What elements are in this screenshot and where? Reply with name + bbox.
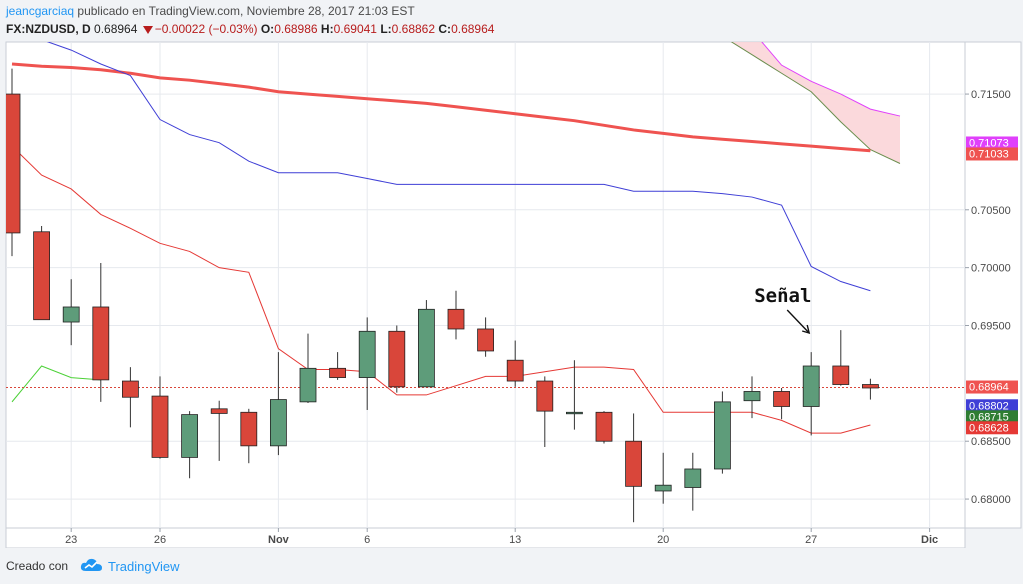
y-tick-label: 0.68000 <box>971 494 1011 506</box>
publish-text: publicado en TradingView.com, Noviembre … <box>77 4 415 18</box>
author-link[interactable]: jeancgarciaq <box>6 4 75 18</box>
candle-up <box>684 468 702 488</box>
price-axis-badge <box>966 421 1018 435</box>
candle-up <box>358 330 376 378</box>
candle-down <box>388 330 406 388</box>
candle-down <box>477 328 495 352</box>
tradingview-link[interactable]: TradingView <box>108 559 180 574</box>
candle-down <box>862 384 879 389</box>
plot-layer <box>6 42 965 523</box>
price-chart[interactable]: 0.71500 0.70500 0.70000 0.69500 0.68500 0.680… <box>0 0 1023 548</box>
moving-average-line <box>11 62 871 153</box>
signal-annotation: Señal <box>754 285 811 307</box>
open-label: O: <box>260 22 275 36</box>
footer: Creado con TradingView <box>0 548 1023 584</box>
candle-down <box>33 231 50 321</box>
price-axis <box>964 41 1022 529</box>
close-label: C: <box>438 22 452 36</box>
x-tick-label: Dic <box>921 534 938 546</box>
candle-down <box>773 391 790 407</box>
candle-up <box>654 484 672 492</box>
time-axis <box>5 527 966 548</box>
x-tick-label: Nov <box>268 534 290 546</box>
price-change: −0.00022 (−0.03%) <box>154 22 258 36</box>
high-value: 0.69041 <box>333 22 377 36</box>
low-value: 0.68862 <box>391 22 436 36</box>
candle-down <box>329 367 347 378</box>
candle-up <box>417 308 435 388</box>
created-with-label: Creado con <box>6 559 69 573</box>
y-tick-label: 0.70000 <box>971 263 1011 275</box>
x-tick-label: 20 <box>657 534 669 546</box>
senkou-span-a-line <box>730 42 901 164</box>
price-axis-badge <box>966 410 1018 424</box>
close-value: 0.68964 <box>451 22 495 36</box>
candle-down <box>506 359 524 382</box>
open-value: 0.68986 <box>274 22 318 36</box>
candle-down <box>595 411 613 442</box>
y-tick-label: 0.69500 <box>971 321 1011 333</box>
price-axis-badge <box>966 136 1018 150</box>
symbol-info-bar: FX:NZDUSD, D 0.68964 −0.00022 (−0.03%) O… <box>6 22 494 36</box>
price-axis-badge-label: 0.71033 <box>969 148 1009 160</box>
x-tick-label: 23 <box>65 534 77 546</box>
y-tick-label: 0.71500 <box>971 89 1011 101</box>
publish-info: jeancgarciaq publicado en TradingView.co… <box>6 4 415 18</box>
candle-up <box>299 367 317 403</box>
senkou-span-b-line <box>761 42 901 117</box>
candle-up <box>714 401 731 470</box>
candle-up <box>181 414 199 458</box>
candle-up <box>269 399 287 447</box>
kijun-sen-line <box>46 42 871 292</box>
candle-up <box>743 391 761 402</box>
y-tick-label: 0.70500 <box>971 205 1011 217</box>
x-tick-label: 27 <box>805 534 817 546</box>
candle-down <box>240 411 258 447</box>
signal-arrow-line <box>786 309 809 333</box>
candle-down <box>536 380 554 412</box>
price-axis-badge-label: 0.68802 <box>969 400 1009 412</box>
last-price: 0.68964 <box>94 22 138 36</box>
price-axis-badge-label: 0.71073 <box>969 137 1009 149</box>
price-axis-badge <box>966 147 1018 161</box>
x-tick-label: 26 <box>154 534 166 546</box>
high-label: H: <box>320 22 334 36</box>
x-tick-label: 6 <box>364 534 370 546</box>
tradingview-cloud-icon <box>80 558 102 571</box>
symbol-label: FX:NZDUSD, D <box>6 22 91 36</box>
chikou-span-line <box>11 365 101 403</box>
plot-area <box>5 41 966 529</box>
candle-down <box>447 308 465 330</box>
candle-down <box>625 440 642 487</box>
price-axis-badge-label: 0.68715 <box>969 411 1009 423</box>
candle-down <box>151 395 169 458</box>
candle-down <box>832 365 850 385</box>
candle-down <box>6 93 21 234</box>
signal-arrow-head <box>802 324 811 335</box>
low-label: L: <box>380 22 392 36</box>
candle-up <box>566 411 583 415</box>
price-axis-badge <box>966 399 1018 413</box>
candle-up <box>62 306 80 323</box>
price-axis-badge-label: 0.68628 <box>969 422 1009 434</box>
candle-down <box>210 408 228 414</box>
x-tick-label: 13 <box>509 534 521 546</box>
price-axis-badge-label: 0.68964 <box>969 382 1009 394</box>
price-axis-badge <box>966 380 1018 394</box>
candle-down <box>122 380 139 398</box>
ichimoku-cloud <box>731 42 900 164</box>
candle-down <box>92 306 110 381</box>
y-tick-label: 0.68500 <box>971 436 1011 448</box>
down-arrow-icon <box>142 25 153 34</box>
candle-up <box>802 365 820 407</box>
